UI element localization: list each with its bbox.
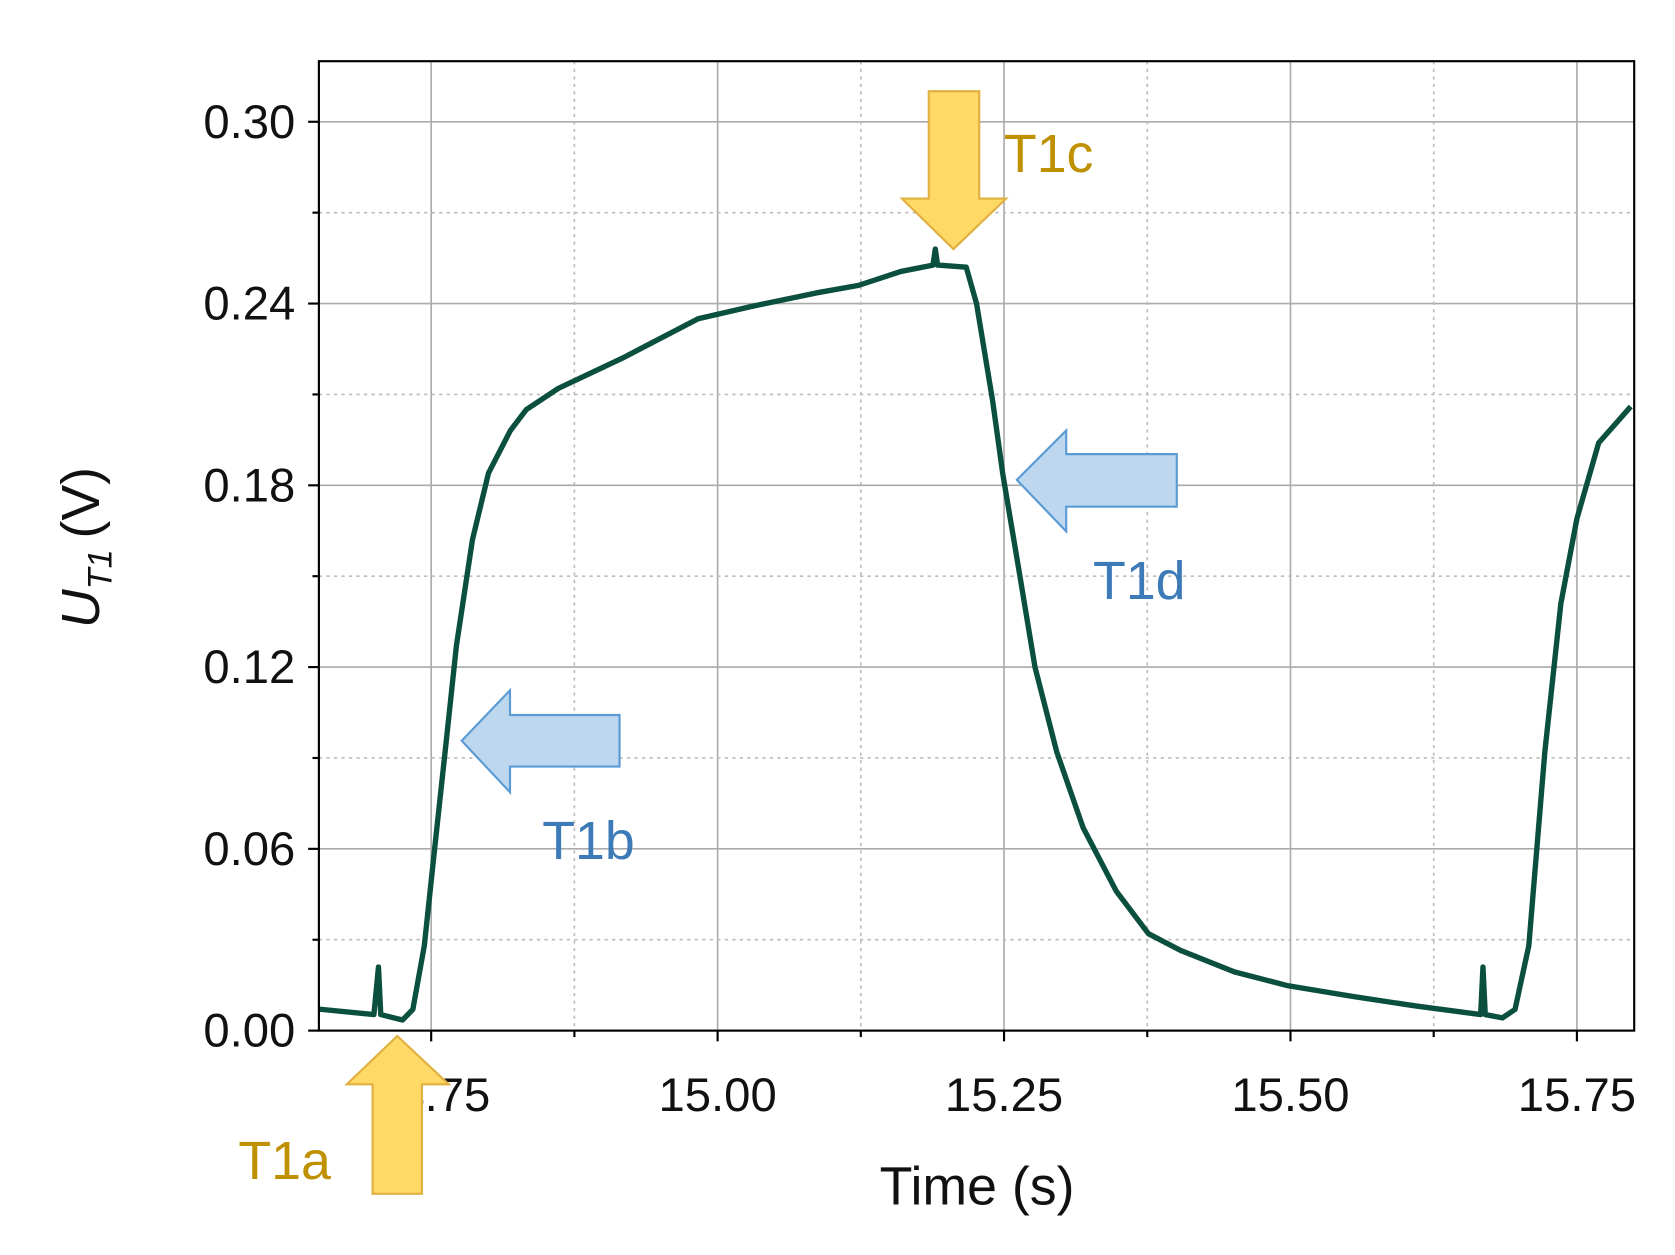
y-label-unit: (V): [51, 467, 111, 539]
annotation: T1b: [542, 811, 635, 871]
x-tick-label: 15.00: [659, 1069, 777, 1122]
x-axis-label: Time (s): [880, 1157, 1075, 1217]
x-tick-label: 15.75: [1518, 1069, 1636, 1122]
arrow-t1a: [344, 1034, 452, 1195]
x-tick-label: 15.50: [1231, 1069, 1349, 1122]
y-tick-label: 0.00: [203, 1005, 295, 1058]
y-tick-label: 0.06: [203, 823, 295, 876]
annotation: T1c: [1004, 124, 1093, 184]
x-tick-label: 15.25: [945, 1069, 1063, 1122]
y-tick-label: 0.24: [203, 278, 295, 331]
arrow-t1b: [460, 687, 621, 796]
arrow-t1d: [1015, 427, 1178, 535]
data-line: [318, 246, 1633, 1023]
y-label-main: U: [51, 588, 111, 628]
arrow-t1c: [899, 90, 1009, 251]
y-tick-label: 0.18: [203, 459, 295, 512]
y-tick-label: 0.30: [203, 96, 295, 149]
annotation: T1a: [238, 1131, 331, 1191]
y-label-sub: T1: [82, 549, 120, 589]
y-tick-label: 0.12: [203, 641, 295, 694]
plot-frame: [317, 60, 1636, 1032]
y-axis-label: UT1 (V): [51, 467, 120, 628]
annotation: T1d: [1093, 551, 1186, 611]
